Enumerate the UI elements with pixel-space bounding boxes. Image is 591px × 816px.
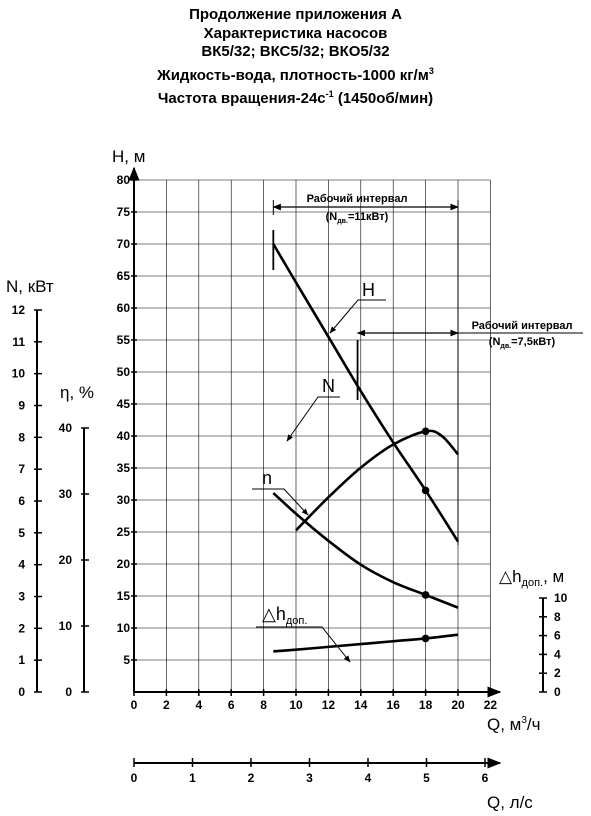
q2-tick-label: 1 xyxy=(189,771,196,785)
h-tick-label: 65 xyxy=(117,269,131,283)
marker-point xyxy=(421,486,430,495)
curve-dh xyxy=(273,633,459,653)
q-tick-label: 12 xyxy=(322,698,336,712)
eta-tick-label: 40 xyxy=(59,421,73,435)
h-tick-label: 35 xyxy=(117,461,131,475)
dh-tick-label: 10 xyxy=(554,591,568,605)
n-tick-label: 11 xyxy=(12,335,25,349)
h-tick-label: 75 xyxy=(117,205,131,219)
leader-H xyxy=(329,299,386,334)
q-tick-label: 0 xyxy=(131,698,138,712)
curve-N xyxy=(272,492,459,609)
h-tick-label: 80 xyxy=(117,173,131,187)
h-tick-label: 20 xyxy=(117,557,131,571)
eta-tick-label: 10 xyxy=(59,619,73,633)
n-tick-label: 12 xyxy=(12,303,26,317)
interval-2-title: Рабочий интервал xyxy=(472,320,573,332)
q-axis-label: Q, м3/ч xyxy=(487,715,541,734)
n-tick-label: 7 xyxy=(18,462,25,476)
eta-tick-label: 30 xyxy=(59,487,73,501)
dh-tick-label: 0 xyxy=(554,685,561,699)
grid xyxy=(134,179,491,692)
q-tick-label: 8 xyxy=(260,698,267,712)
curve-label-dh: △hдоп. xyxy=(262,604,307,627)
h-axis-label: H, м xyxy=(112,147,145,166)
dh-axis-label: △hдоп., м xyxy=(499,567,564,589)
n-tick-label: 10 xyxy=(12,367,26,381)
q2-tick-label: 5 xyxy=(423,771,430,785)
interval-1-title: Рабочий интервал xyxy=(307,193,408,205)
q-tick-label: 20 xyxy=(451,698,465,712)
curve-label-H: H xyxy=(362,280,375,300)
title-line-3: ВК5/32; ВКС5/32; ВКО5/32 xyxy=(201,43,390,60)
h-tick-label: 40 xyxy=(117,429,131,443)
title-line-5: Частота вращения-24с-1 (1450об/мин) xyxy=(157,89,434,107)
n-tick-label: 3 xyxy=(18,590,25,604)
h-tick-label: 60 xyxy=(117,301,131,315)
q-tick-label: 2 xyxy=(163,698,170,712)
marker-point xyxy=(421,591,430,599)
h-tick-label: 15 xyxy=(117,589,131,603)
h-tick-label: 50 xyxy=(117,365,131,379)
n-tick-label: 1 xyxy=(18,653,25,667)
q-tick-label: 16 xyxy=(387,698,401,712)
h-tick-label: 45 xyxy=(117,397,131,411)
n-tick-label: 4 xyxy=(18,558,25,572)
interval-1-sub: (Nдв.=11кВт) xyxy=(326,211,389,225)
curve-label-n: n xyxy=(262,468,272,488)
n-tick-label: 2 xyxy=(18,621,25,635)
q2-tick-label: 3 xyxy=(306,771,313,785)
curves xyxy=(272,230,460,653)
leader-n xyxy=(252,488,309,516)
q-tick-label: 22 xyxy=(484,698,498,712)
marker-point xyxy=(421,634,430,643)
leader-dh xyxy=(256,626,351,663)
h-tick-label: 10 xyxy=(117,621,131,635)
dh-tick-label: 2 xyxy=(554,666,561,680)
eta-tick-label: 0 xyxy=(65,685,72,699)
dh-tick-label: 8 xyxy=(554,610,561,624)
curve-label-N: N xyxy=(322,376,335,396)
q-tick-label: 10 xyxy=(289,698,303,712)
dh-tick-label: 6 xyxy=(554,629,561,643)
curve-eta xyxy=(295,429,459,532)
chart-title: Продолжение приложения А Характеристика … xyxy=(0,6,591,109)
n-tick-label: 9 xyxy=(18,399,25,413)
h-tick-label: 30 xyxy=(117,493,131,507)
n-tick-label: 5 xyxy=(18,526,25,540)
eta-axis-label: η, % xyxy=(60,383,94,402)
q2-axis-label: Q, л/с xyxy=(487,793,533,812)
leader-N xyxy=(286,396,340,442)
q2-tick-label: 0 xyxy=(131,771,138,785)
eta-tick-label: 20 xyxy=(59,553,73,567)
q-tick-label: 14 xyxy=(354,698,368,712)
q-tick-label: 18 xyxy=(419,698,433,712)
q2-tick-label: 6 xyxy=(482,771,489,785)
n-tick-label: 6 xyxy=(18,494,25,508)
n-tick-label: 0 xyxy=(18,685,25,699)
q2-tick-label: 2 xyxy=(248,771,255,785)
title-line-2: Характеристика насосов xyxy=(203,24,388,42)
q2-tick-label: 4 xyxy=(365,771,372,785)
title-line-1: Продолжение приложения А xyxy=(189,6,402,23)
q-tick-label: 6 xyxy=(228,698,235,712)
n-tick-label: 8 xyxy=(18,430,25,444)
interval-2-sub: (Nдв.=7,5кВт) xyxy=(489,336,556,350)
marker-point xyxy=(421,427,430,436)
dh-tick-label: 4 xyxy=(554,647,561,661)
n-axis-label: N, кВт xyxy=(6,277,54,296)
h-tick-label: 25 xyxy=(117,525,131,539)
h-tick-label: 70 xyxy=(117,237,131,251)
h-tick-label: 5 xyxy=(123,653,130,667)
q-tick-label: 4 xyxy=(195,698,202,712)
h-tick-label: 55 xyxy=(117,333,131,347)
title-line-4: Жидкость-вода, плотность-1000 кг/м3 xyxy=(157,65,434,84)
